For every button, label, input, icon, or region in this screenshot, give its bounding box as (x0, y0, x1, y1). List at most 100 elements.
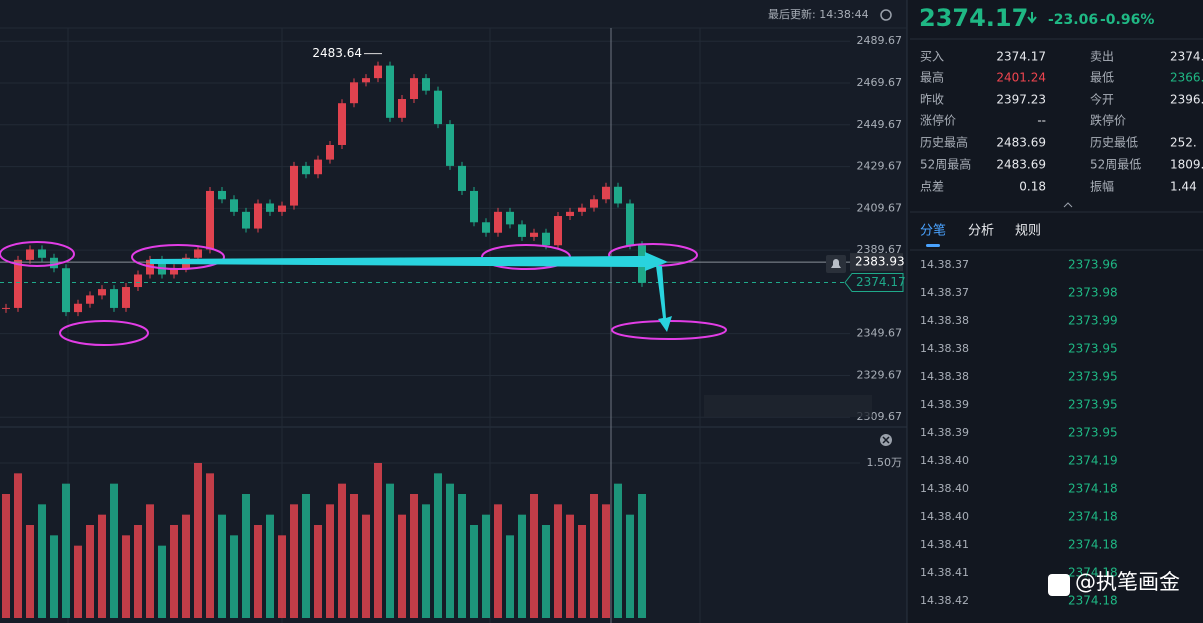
stat-label: 今开 (1090, 92, 1114, 107)
candle (110, 289, 118, 308)
tab[interactable]: 分笔 (920, 223, 946, 239)
stat-value: 1809. (1170, 158, 1203, 172)
candle (254, 203, 262, 229)
volume-bar (470, 525, 478, 618)
y-tick-label: 2429.67 (857, 160, 903, 173)
volume-bar (242, 494, 250, 618)
candle (422, 78, 430, 91)
volume-bar (326, 504, 334, 618)
volume-bar (302, 494, 310, 618)
stat-label: 历史最低 (1090, 136, 1138, 150)
last-label: 2383.93 (855, 255, 905, 269)
side-panel: 2374.17 -23.06 -0.96% 买入 2374.17 卖出 2374. 最高 240… (910, 4, 1203, 608)
volume-bar (98, 514, 106, 618)
quote-change: -23.06 (1048, 12, 1098, 28)
volume-bar (446, 483, 454, 618)
candle (362, 78, 370, 83)
candle (446, 124, 454, 166)
trade-price: 2373.98 (1068, 286, 1118, 300)
volume-bar (458, 494, 466, 618)
candle (626, 203, 634, 246)
candle (506, 211, 514, 225)
volume-bar (254, 525, 262, 618)
volume-bar (374, 463, 382, 618)
collapse-chevron[interactable] (1063, 202, 1073, 208)
volume-bar (482, 514, 490, 618)
stat-value: 2396. (1170, 93, 1203, 107)
blur (704, 395, 872, 417)
volume-bar (170, 525, 178, 618)
volume-bar (578, 525, 586, 618)
tab[interactable]: 规则 (1015, 224, 1041, 239)
candle (230, 199, 238, 212)
trade-time: 14.38.40 (920, 510, 969, 523)
arrow-right (150, 252, 668, 271)
volume-bar (638, 494, 646, 618)
candle (470, 190, 478, 223)
trade-time: 14.38.38 (920, 370, 969, 383)
volume-bar (530, 494, 538, 618)
stat-value: 2401.24 (996, 71, 1046, 85)
volume-bar (266, 514, 274, 618)
stat-label: 涨停价 (920, 113, 956, 128)
stat-label: 买入 (920, 50, 944, 64)
candle (2, 307, 10, 309)
arrow-down (656, 266, 672, 332)
candle (350, 82, 358, 104)
ellipse (131, 244, 225, 270)
stat-label: 昨收 (920, 93, 944, 107)
candle (14, 259, 22, 308)
y-tick-label: 2329.67 (857, 368, 903, 381)
refresh-icon[interactable] (880, 9, 892, 21)
trade-price: 2374.19 (1068, 454, 1118, 468)
candle (338, 103, 346, 145)
candle (194, 249, 202, 258)
last-update: 最后更新: 14:38:44 (768, 7, 869, 21)
volume-bar (434, 473, 442, 618)
volume-bar (62, 483, 70, 618)
trade-time: 14.38.38 (920, 314, 969, 327)
stat-value: 252. (1170, 136, 1197, 150)
stat-label: 跌停价 (1090, 113, 1126, 128)
candle (566, 211, 574, 217)
candle (122, 287, 130, 308)
y-tick-label: 2409.67 (857, 201, 903, 214)
volume-bar (218, 514, 226, 618)
candle (158, 259, 166, 275)
trade-price: 2373.99 (1068, 314, 1118, 328)
candle (98, 289, 106, 296)
volume-bar (314, 525, 322, 618)
volume-bar (2, 494, 10, 618)
wm-icon (1048, 574, 1070, 596)
volume-bar (518, 514, 526, 618)
stat-label: 52周最高 (920, 157, 971, 172)
refresh-circle[interactable] (880, 9, 892, 21)
trade-price: 2373.95 (1068, 370, 1118, 384)
volume-bar (74, 545, 82, 618)
volume-bar (386, 483, 394, 618)
volume-bar (398, 514, 406, 618)
candle (62, 268, 70, 313)
bell-icon (831, 259, 841, 268)
candle (86, 295, 94, 304)
candle (134, 274, 142, 288)
trade-price: 2374.18 (1068, 482, 1118, 496)
candle (218, 190, 226, 200)
stat-label: 最低 (1090, 71, 1114, 85)
close-x (882, 436, 890, 444)
candle (170, 268, 178, 275)
volume-bar (122, 535, 130, 618)
volume-bar (38, 504, 46, 618)
max-label: 2483.64 (312, 46, 362, 60)
stat-value: 2374.17 (996, 50, 1046, 64)
candle (26, 249, 34, 260)
tab[interactable]: 分析 (968, 224, 994, 239)
y-tick-label: 2389.67 (857, 243, 903, 256)
volume-bar (422, 504, 430, 618)
plot: 2489.67 2469.67 2449.67 2429.67 2409.67 2389.… (0, 34, 906, 618)
trade-time: 14.38.40 (920, 454, 969, 467)
candle (326, 144, 334, 160)
volume-bar (134, 525, 142, 618)
volume-bar (86, 525, 94, 618)
